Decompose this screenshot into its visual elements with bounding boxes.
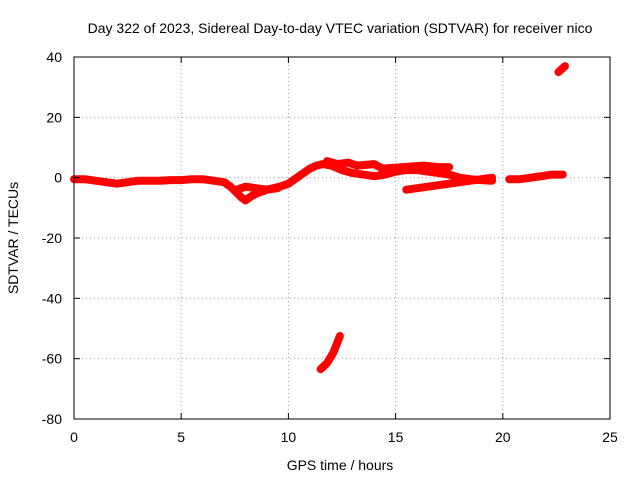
data-point	[425, 169, 431, 175]
data-point	[313, 163, 319, 169]
data-point	[446, 172, 452, 178]
data-point	[330, 350, 336, 356]
data-point	[243, 197, 249, 203]
data-point	[125, 179, 131, 185]
x-tick-label: 20	[495, 429, 511, 445]
data-point	[435, 170, 441, 176]
data-point	[371, 173, 377, 179]
data-point	[517, 176, 523, 182]
data-point	[403, 187, 409, 193]
y-tick-label: 20	[46, 109, 62, 125]
data-point	[360, 172, 366, 178]
data-point	[243, 184, 249, 190]
data-point	[292, 176, 298, 182]
data-point	[560, 172, 566, 178]
data-series-line	[505, 170, 567, 184]
data-point	[478, 176, 484, 182]
data-point	[371, 161, 377, 167]
data-point	[549, 172, 555, 178]
data-point	[556, 69, 562, 75]
data-point	[285, 181, 291, 187]
data-point	[114, 181, 120, 187]
data-point	[339, 167, 345, 173]
data-point	[506, 176, 512, 182]
data-point	[228, 184, 234, 190]
data-point	[318, 366, 324, 372]
data-point	[135, 178, 141, 184]
data-point	[146, 178, 152, 184]
data-point	[345, 160, 351, 166]
y-tick-label: -20	[42, 230, 62, 246]
data-point	[350, 170, 356, 176]
axis-ticks: 0 5 10 15 20 25 -80 -60 -40 -20 0 20 40	[42, 49, 618, 445]
data-point	[253, 185, 259, 191]
y-tick-label: 40	[46, 49, 62, 65]
data-point	[468, 178, 474, 184]
data-point	[103, 179, 109, 185]
y-tick-label: -80	[42, 411, 62, 427]
x-axis-label: GPS time / hours	[287, 457, 394, 473]
data-point	[382, 172, 388, 178]
data-point	[380, 166, 386, 172]
data-point	[335, 161, 341, 167]
data-point	[337, 333, 343, 339]
data-point	[420, 163, 426, 169]
x-tick-label: 25	[602, 429, 618, 445]
data-point	[238, 194, 244, 200]
data-point	[489, 175, 495, 181]
data-point	[249, 193, 255, 199]
data-point	[528, 175, 534, 181]
data-point	[446, 164, 452, 170]
data-point	[324, 360, 330, 366]
x-tick-label: 15	[388, 429, 404, 445]
data-point	[92, 178, 98, 184]
data-layer	[70, 62, 569, 374]
x-tick-label: 0	[70, 429, 78, 445]
data-point	[178, 177, 184, 183]
y-axis-label: SDTVAR / TECUs	[5, 182, 21, 294]
data-point	[275, 185, 281, 191]
data-point	[157, 178, 163, 184]
data-point	[538, 173, 544, 179]
data-point	[307, 166, 313, 172]
data-series-line	[316, 332, 344, 374]
data-point	[354, 163, 360, 169]
y-tick-label: -40	[42, 290, 62, 306]
y-tick-label: 0	[54, 170, 62, 186]
data-point	[298, 172, 304, 178]
chart-title: Day 322 of 2023, Sidereal Day-to-day VTE…	[88, 20, 593, 36]
data-point	[435, 182, 441, 188]
data-point	[82, 176, 88, 182]
data-point	[562, 63, 568, 69]
y-tick-label: -60	[42, 351, 62, 367]
data-point	[425, 184, 431, 190]
data-point	[435, 164, 441, 170]
data-point	[200, 176, 206, 182]
data-point	[446, 181, 452, 187]
grid-lines	[74, 57, 610, 419]
x-tick-label: 5	[177, 429, 185, 445]
data-point	[221, 179, 227, 185]
data-point	[210, 178, 216, 184]
data-point	[457, 179, 463, 185]
x-tick-label: 10	[281, 429, 297, 445]
data-point	[189, 176, 195, 182]
data-point	[264, 187, 270, 193]
data-point	[167, 177, 173, 183]
data-point	[234, 187, 240, 193]
data-point	[324, 158, 330, 164]
data-point	[414, 185, 420, 191]
